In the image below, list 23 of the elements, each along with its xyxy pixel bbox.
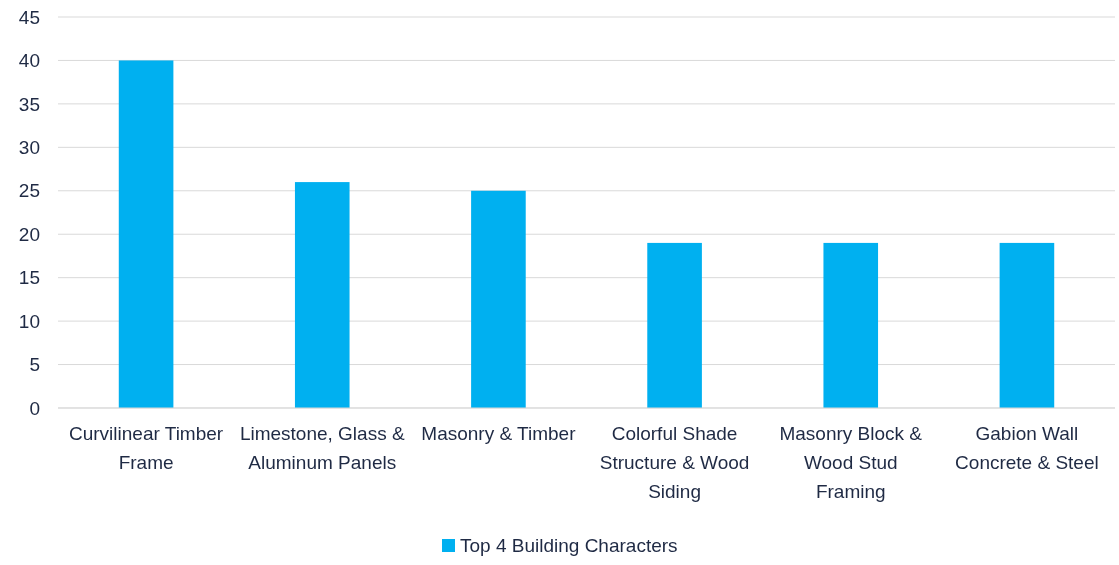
y-tick-label: 15 [18, 267, 40, 289]
x-tick-label: Limestone, Glass & Aluminum Panels [239, 423, 405, 473]
y-tick-label: 45 [18, 6, 40, 28]
bar [647, 242, 702, 408]
x-tick-label: Masonry Block & Wood Stud Framing [779, 423, 923, 502]
y-tick-label: 20 [18, 223, 40, 245]
y-tick-label: 0 [29, 397, 40, 419]
bar [999, 242, 1055, 408]
y-tick-label: 25 [18, 180, 40, 202]
x-tick-label: Masonry & Timber [421, 423, 577, 444]
bar [471, 190, 526, 408]
bar [823, 242, 879, 408]
x-tick-label: Gabion Wall Concrete & Steel [955, 423, 1099, 473]
y-tick-label: 5 [29, 354, 40, 376]
bar [118, 60, 174, 408]
bar [294, 182, 350, 408]
legend-label: Top 4 Building Characters [460, 535, 678, 556]
y-tick-label: 10 [18, 310, 40, 332]
y-tick-label: 40 [18, 50, 40, 72]
x-tick-label: Colorful Shade Structure & Wood Siding [599, 423, 750, 502]
y-tick-label: 35 [18, 93, 40, 115]
x-tick-label: Curvilinear Timber Frame [69, 423, 224, 473]
y-tick-label: 30 [18, 136, 40, 158]
